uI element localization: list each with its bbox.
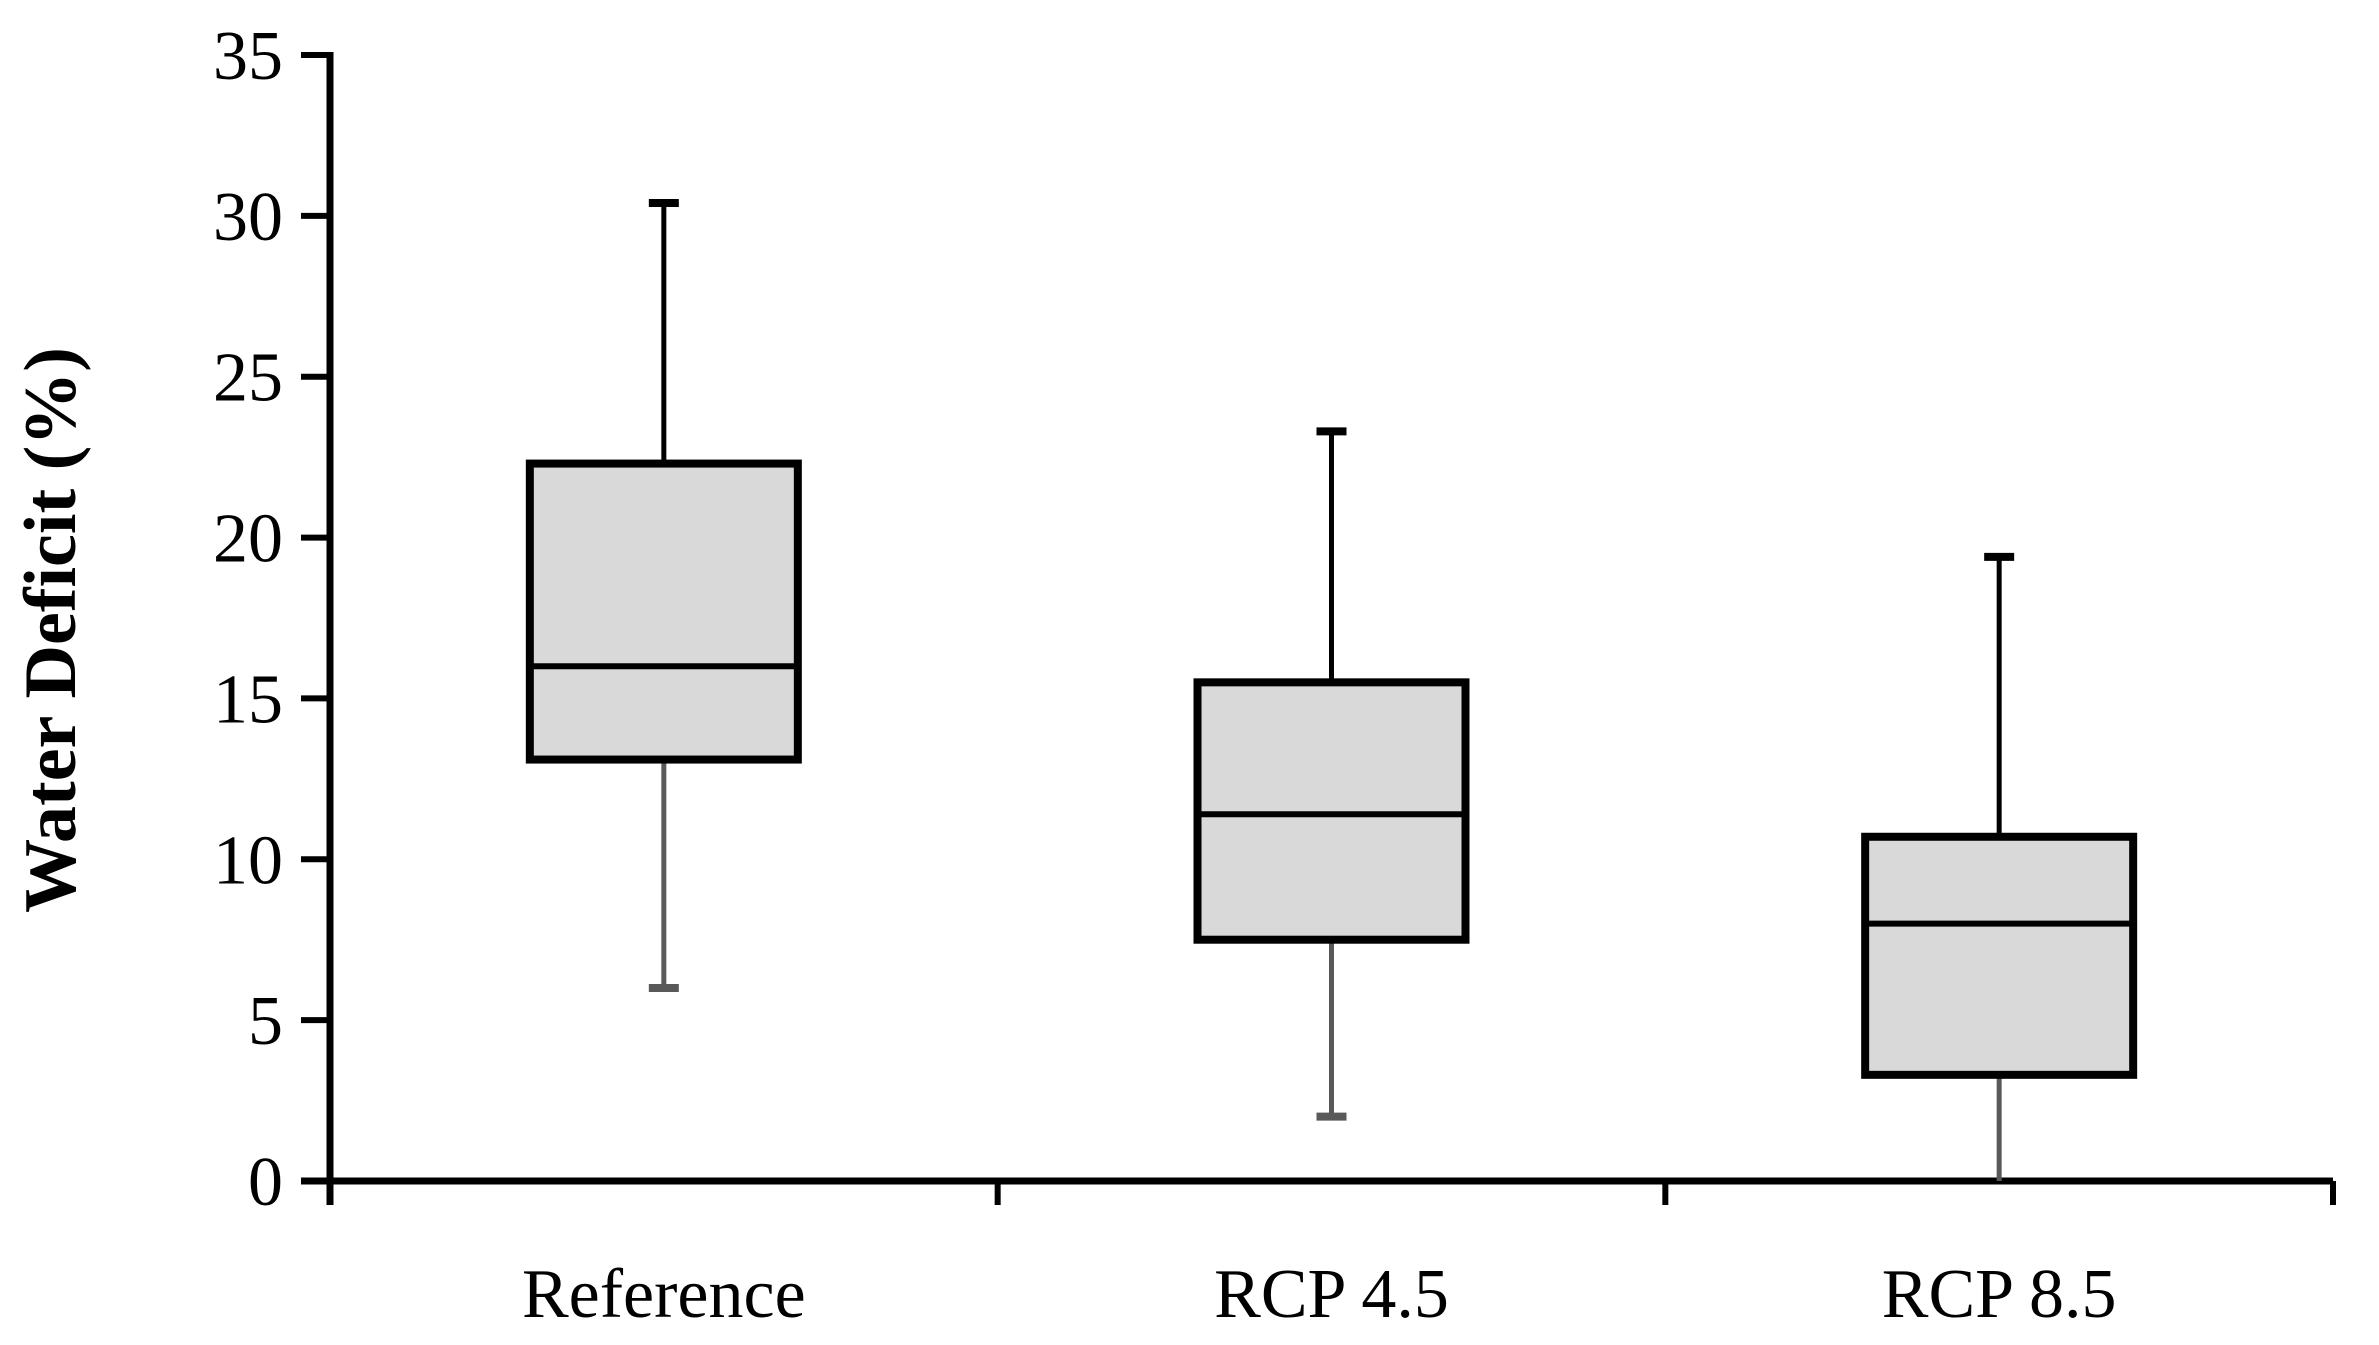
y-tick-label-25: 25 <box>213 340 283 417</box>
box-rcp-8-5 <box>1861 832 2138 1079</box>
y-tick-label-20: 20 <box>213 501 283 578</box>
y-tick-label-0: 0 <box>248 1144 283 1221</box>
category-label-2: RCP 4.5 <box>1214 1256 1449 1333</box>
y-tick-label-5: 5 <box>248 983 283 1060</box>
box-rcp-4-5 <box>1193 678 1470 944</box>
y-tick-label-35: 35 <box>213 18 283 95</box>
y-tick-label-10: 10 <box>213 822 283 899</box>
category-label-1: Reference <box>522 1256 806 1333</box>
y-tick-label-15: 15 <box>213 661 283 738</box>
y-axis-title: Water Deficit (%) <box>10 347 92 913</box>
y-tick-label-30: 30 <box>213 179 283 256</box>
category-label-3: RCP 8.5 <box>1882 1256 2117 1333</box>
box-reference <box>525 459 802 764</box>
